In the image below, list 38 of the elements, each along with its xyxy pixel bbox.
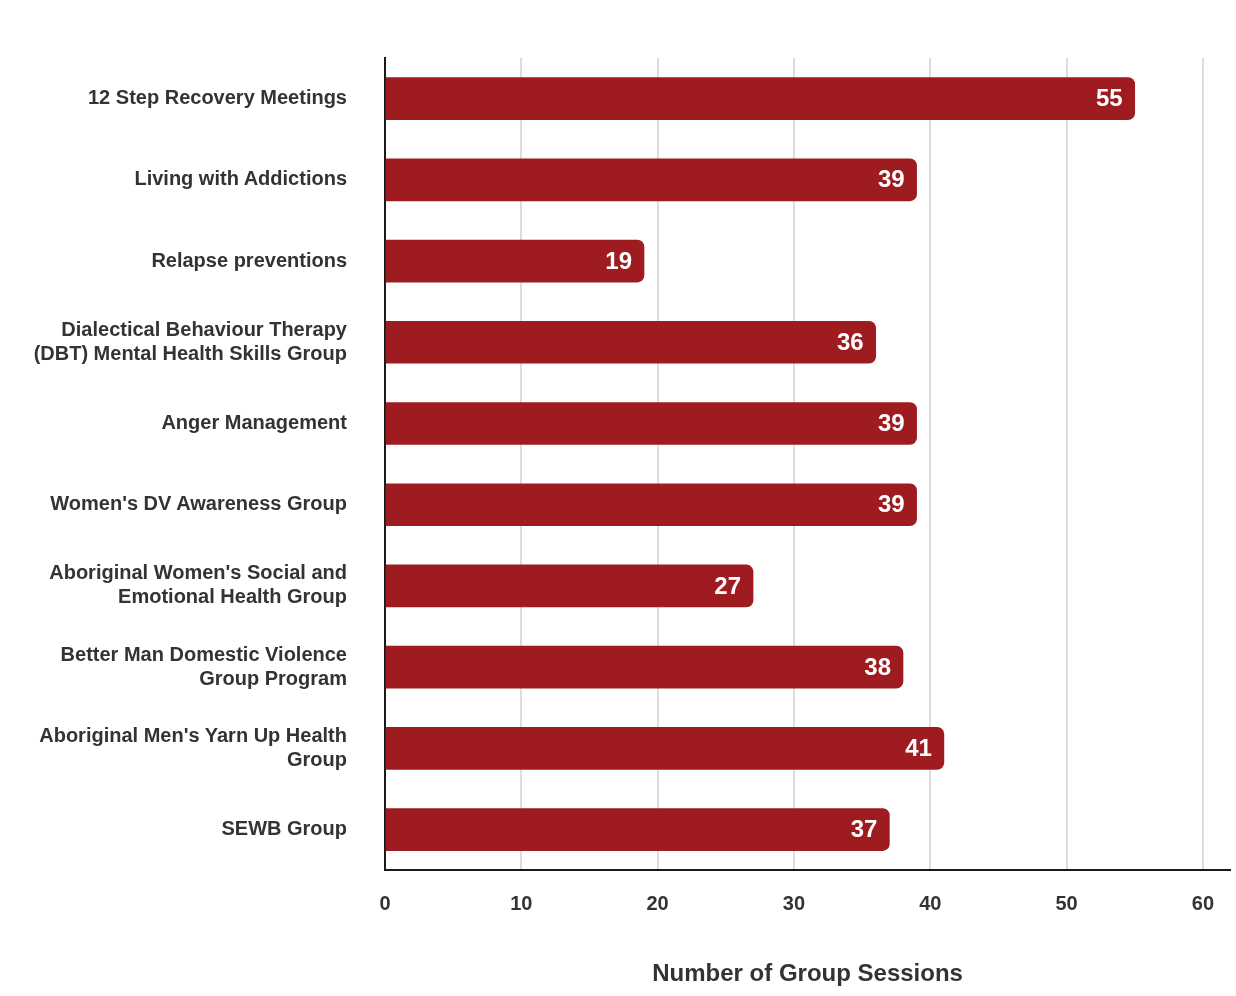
- x-axis-title: Number of Group Sessions: [652, 959, 963, 987]
- data-label: 37: [850, 815, 878, 843]
- data-label: 19: [605, 246, 632, 274]
- bar: [385, 564, 754, 608]
- y-tick-label: Better Man Domestic Violence Group Program: [60, 642, 347, 689]
- y-tick-label: Women's DV Awareness Group: [50, 492, 347, 515]
- bar: [385, 77, 1136, 120]
- bar: [385, 239, 645, 283]
- x-tick-label: 30: [782, 891, 806, 914]
- y-tick-label: Relapse preventions: [151, 248, 347, 271]
- y-tick-label: Dialectical Behaviour Therapy (DBT) Mental Health Skills Group: [33, 317, 348, 364]
- bar: [385, 402, 917, 445]
- x-tick-label: 10: [510, 891, 533, 914]
- data-label: 41: [905, 733, 932, 761]
- data-label: 55: [1096, 84, 1123, 112]
- bar: [385, 727, 945, 770]
- bar: [385, 158, 917, 202]
- x-tick-label: 60: [1191, 891, 1214, 914]
- bar: [385, 320, 877, 364]
- x-tick-label: 0: [379, 891, 391, 914]
- y-tick-label: Living with Addictions: [134, 167, 347, 190]
- y-tick-label: SEWB Group: [221, 817, 347, 840]
- y-tick-label: Anger Management: [161, 411, 348, 434]
- x-tick-label: 20: [646, 891, 669, 914]
- data-label: 27: [714, 571, 742, 599]
- data-label: 38: [864, 652, 891, 680]
- bar: [385, 645, 904, 689]
- data-label: 39: [877, 409, 905, 437]
- data-label: 39: [877, 165, 905, 193]
- x-tick-label: 40: [919, 891, 942, 914]
- y-tick-label: 12 Step Recovery Meetings: [88, 86, 347, 109]
- bar: [385, 808, 890, 851]
- data-label: 36: [837, 327, 864, 355]
- y-tick-label: Aboriginal Women's Social and Emotional Health Group: [49, 561, 347, 608]
- y-tick-label: Aboriginal Men's Yarn Up Health Group: [39, 723, 347, 770]
- data-label: 39: [877, 490, 905, 518]
- x-tick-label: 50: [1055, 891, 1078, 914]
- bar: [385, 483, 917, 527]
